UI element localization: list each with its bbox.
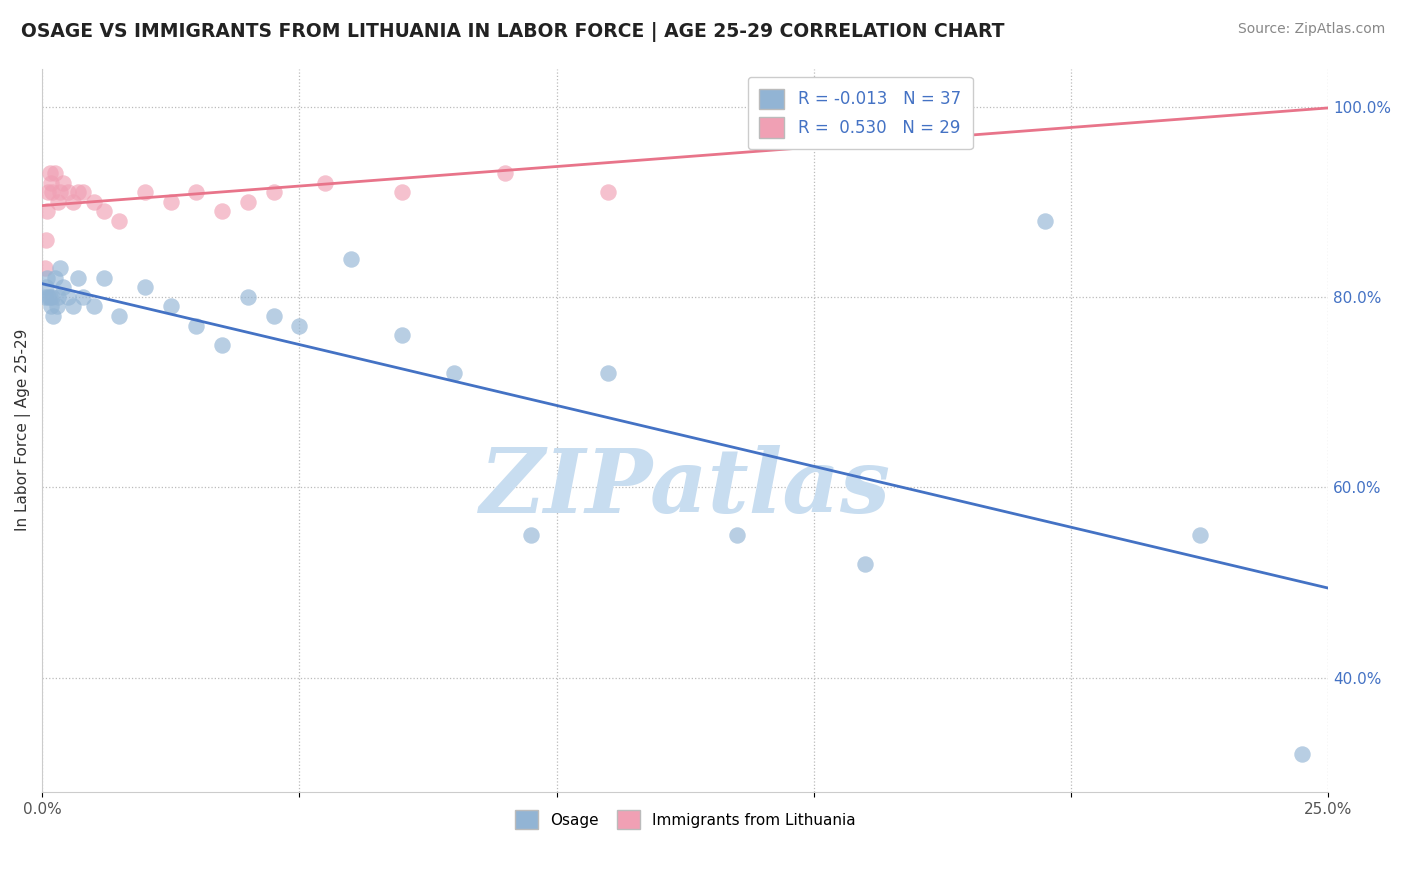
Point: [52, 176, 75, 190]
Point: [186, 186, 208, 200]
Point: [108, 309, 131, 323]
Point: [443, 366, 465, 380]
Point: [67, 271, 90, 285]
Point: [186, 318, 208, 333]
Point: [520, 528, 543, 542]
Point: [49, 186, 72, 200]
Point: [44, 166, 66, 180]
Point: [93, 204, 115, 219]
Point: [34, 261, 56, 276]
Text: OSAGE VS IMMIGRANTS FROM LITHUANIA IN LABOR FORCE | AGE 25-29 CORRELATION CHART: OSAGE VS IMMIGRANTS FROM LITHUANIA IN LA…: [21, 22, 1005, 42]
Point: [159, 194, 181, 209]
Point: [391, 328, 413, 343]
Point: [211, 337, 233, 351]
Point: [314, 176, 336, 190]
Point: [41, 300, 63, 314]
Point: [56, 186, 79, 200]
Point: [83, 300, 105, 314]
Point: [62, 300, 84, 314]
Point: [37, 186, 59, 200]
Point: [34, 290, 56, 304]
Point: [211, 204, 233, 219]
Point: [134, 280, 156, 294]
Point: [45, 300, 67, 314]
Text: Source: ZipAtlas.com: Source: ZipAtlas.com: [1237, 22, 1385, 37]
Point: [83, 194, 105, 209]
Point: [263, 309, 285, 323]
Point: [596, 366, 619, 380]
Point: [41, 176, 63, 190]
Point: [236, 290, 259, 304]
Point: [263, 186, 285, 200]
Point: [1188, 528, 1211, 542]
Point: [38, 166, 60, 180]
Point: [38, 290, 60, 304]
Text: ZIPatlas: ZIPatlas: [479, 445, 890, 532]
Point: [41, 186, 63, 200]
Point: [46, 194, 69, 209]
Point: [67, 186, 90, 200]
Point: [853, 557, 876, 571]
Point: [52, 280, 75, 294]
Point: [1291, 747, 1313, 761]
Point: [159, 300, 181, 314]
Point: [108, 214, 131, 228]
Point: [236, 194, 259, 209]
Point: [93, 271, 115, 285]
Point: [37, 204, 59, 219]
Point: [725, 528, 748, 542]
Point: [880, 100, 903, 114]
Point: [41, 290, 63, 304]
Point: [72, 290, 94, 304]
Point: [62, 194, 84, 209]
Point: [391, 186, 413, 200]
Point: [56, 290, 79, 304]
Point: [37, 290, 59, 304]
Y-axis label: In Labor Force | Age 25-29: In Labor Force | Age 25-29: [15, 329, 31, 532]
Point: [134, 186, 156, 200]
Point: [44, 271, 66, 285]
Point: [35, 233, 58, 247]
Point: [1033, 214, 1056, 228]
Point: [596, 186, 619, 200]
Point: [494, 166, 516, 180]
Point: [37, 271, 59, 285]
Point: [339, 252, 361, 266]
Point: [42, 309, 65, 323]
Point: [46, 290, 69, 304]
Point: [72, 186, 94, 200]
Point: [49, 261, 72, 276]
Point: [288, 318, 311, 333]
Legend: Osage, Immigrants from Lithuania: Osage, Immigrants from Lithuania: [509, 804, 862, 835]
Point: [35, 280, 58, 294]
